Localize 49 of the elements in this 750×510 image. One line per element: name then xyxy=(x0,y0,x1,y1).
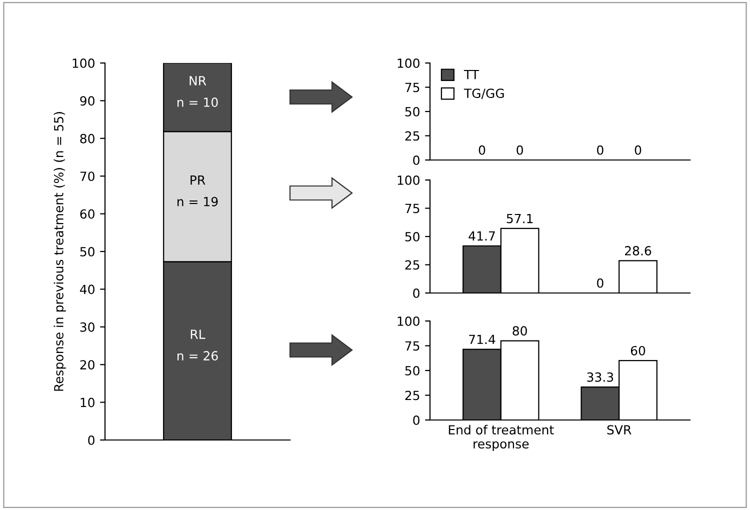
data-label: 57.1 xyxy=(506,214,533,224)
y-tick-label: 0 xyxy=(88,435,94,445)
y-tick-label: 30 xyxy=(80,322,94,332)
data-label: 80 xyxy=(512,326,527,336)
y-tick-label: 75 xyxy=(405,341,420,351)
data-label: 0 xyxy=(478,145,486,155)
y-tick-label: 50 xyxy=(405,366,420,376)
y-tick-label: 25 xyxy=(405,390,420,400)
y-tick-label: 0 xyxy=(413,288,420,298)
legend-label: TT xyxy=(464,70,480,80)
y-tick-label: 50 xyxy=(80,246,94,256)
y-tick-label: 25 xyxy=(405,260,420,270)
y-tick-label: 100 xyxy=(398,316,420,326)
data-label: 0 xyxy=(516,145,523,155)
annotation: n = 10 xyxy=(178,98,218,107)
y-tick-label: 100 xyxy=(398,58,420,68)
y-tick-label: 90 xyxy=(80,96,94,106)
y-tick-label: 20 xyxy=(80,360,94,370)
data-label: 71.4 xyxy=(469,334,496,344)
y-tick-label: 50 xyxy=(405,232,420,242)
data-label: 0 xyxy=(634,145,642,155)
x-tick-label: End of treatment response xyxy=(448,424,554,451)
data-label: 0 xyxy=(597,278,604,288)
y-tick-label: 40 xyxy=(80,284,94,294)
y-axis-title: Response in previous treatment (%) (n = 55) xyxy=(54,112,66,391)
series-label: RL xyxy=(190,330,206,339)
y-tick-label: 100 xyxy=(72,58,94,68)
y-tick-label: 80 xyxy=(80,134,94,144)
data-label: 28.6 xyxy=(625,246,652,256)
annotation: n = 26 xyxy=(178,351,218,361)
data-label: 41.7 xyxy=(468,231,495,240)
y-tick-label: 75 xyxy=(405,204,420,214)
y-tick-label: 0 xyxy=(413,415,420,425)
y-tick-label: 10 xyxy=(80,398,94,408)
data-label: 60 xyxy=(630,346,646,356)
y-tick-label: 25 xyxy=(405,131,420,141)
series-label: NR xyxy=(190,76,206,86)
x-tick-label: SVR xyxy=(607,425,632,435)
series-label: PR xyxy=(190,176,206,185)
y-tick-label: 0 xyxy=(413,155,420,165)
y-tick-label: 70 xyxy=(80,172,94,182)
y-tick-label: 60 xyxy=(80,209,94,219)
y-tick-label: 75 xyxy=(405,82,420,92)
y-tick-label: 50 xyxy=(405,106,420,116)
y-tick-label: 100 xyxy=(398,175,420,185)
data-label: 33.3 xyxy=(587,372,614,382)
annotation: n = 19 xyxy=(178,196,218,206)
data-label: 0 xyxy=(597,145,604,155)
legend-label: TG/GG xyxy=(464,88,504,100)
